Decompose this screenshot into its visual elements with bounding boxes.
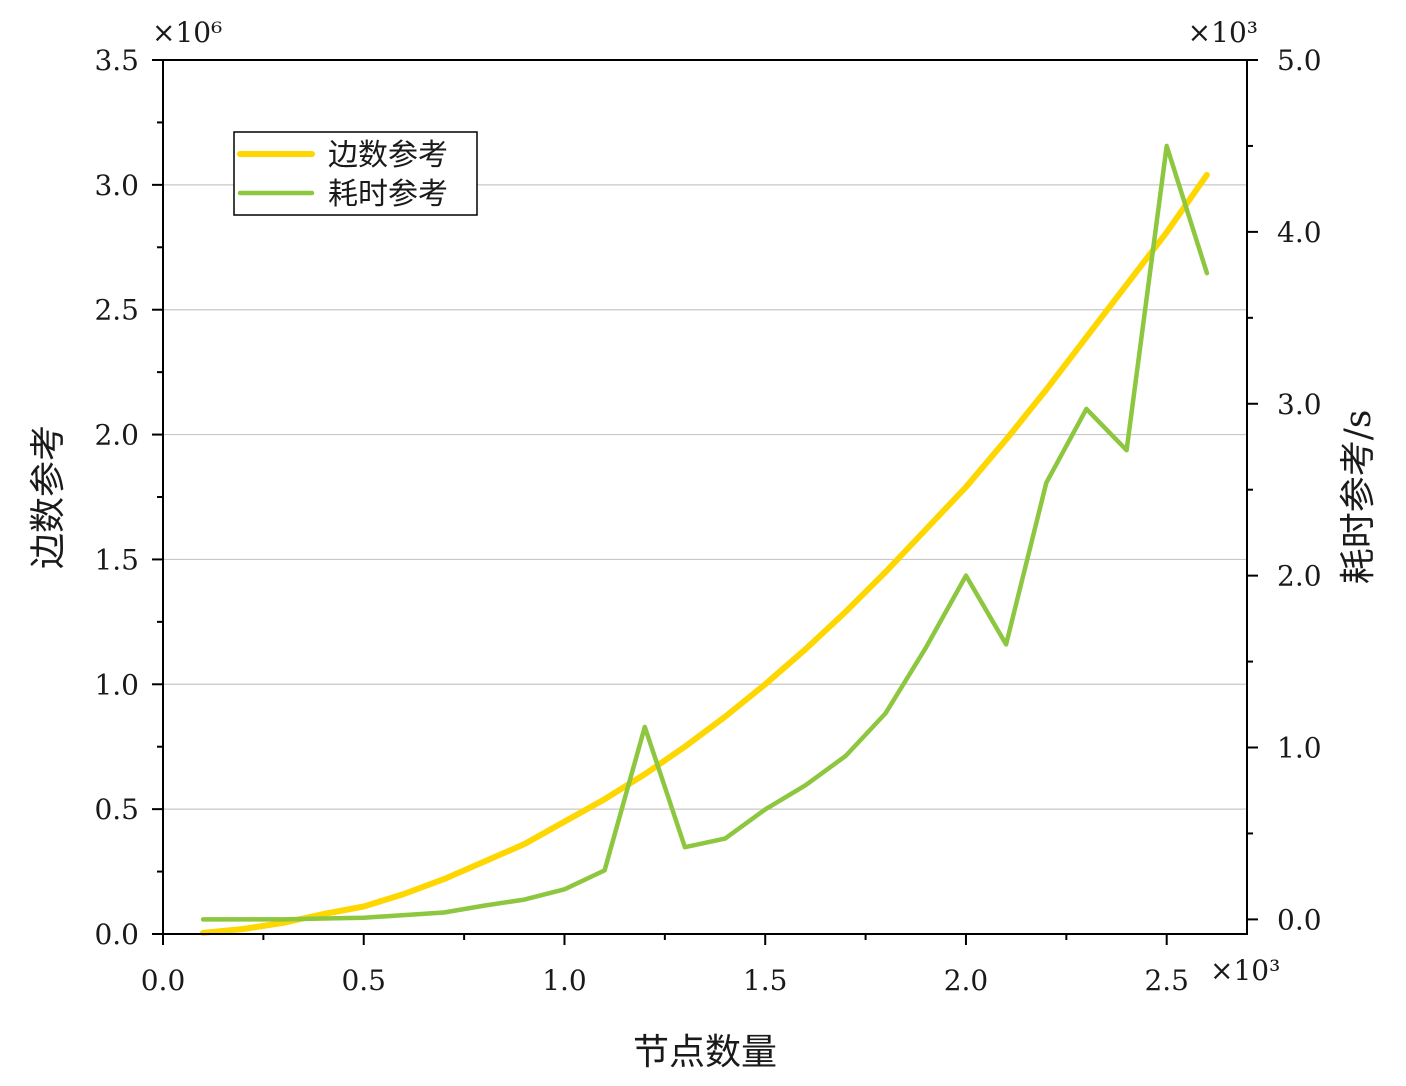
x-tick-label-2: 1.0	[542, 964, 587, 997]
x-tick-label-5: 2.5	[1144, 964, 1189, 997]
y-tick-label-2: 1.0	[94, 668, 139, 701]
y2-tick-label-0: 0.0	[1277, 903, 1322, 936]
legend-label-edges: 边数参考	[328, 138, 448, 173]
y2-tick-label-3: 3.0	[1277, 388, 1322, 421]
y-tick-label-3: 1.5	[94, 543, 139, 576]
series-line-1	[200, 143, 1210, 922]
y-tick-label-4: 2.0	[94, 419, 139, 452]
y2-tick-label-5: 5.0	[1277, 44, 1322, 77]
y-tick-label-7: 3.5	[94, 44, 139, 77]
y-axis-multiplier: ×10⁶	[152, 16, 222, 49]
legend-label-time: 耗时参考	[328, 177, 448, 212]
y2-tick-label-2: 2.0	[1277, 560, 1322, 593]
y2-tick-label-4: 4.0	[1277, 216, 1322, 249]
x-tick-label-4: 2.0	[944, 964, 989, 997]
y-tick-label-6: 3.0	[94, 169, 139, 202]
x-tick-label-1: 0.5	[341, 964, 386, 997]
legend: 边数参考 耗时参考	[233, 131, 478, 216]
legend-box	[233, 131, 478, 216]
y2-axis-title: 耗时参考/s	[1338, 410, 1379, 585]
gridlines	[163, 184, 1247, 810]
x-tick-label-3: 1.5	[743, 964, 788, 997]
series-layer	[200, 143, 1210, 936]
x-tick-label-0: 0.0	[141, 964, 186, 997]
tick-layer: 0.0 0.5 1.0 1.5 2.0 2.5 0.0 0.5 1.0 1.5 2.0 2.5 3.0 3…	[94, 44, 1321, 997]
y-tick-label-5: 2.5	[94, 294, 139, 327]
series-line-0	[200, 171, 1210, 936]
y2-axis-multiplier: ×10³	[1188, 16, 1258, 49]
x-axis-title: 节点数量	[633, 1032, 777, 1073]
y2-tick-label-1: 1.0	[1277, 732, 1322, 765]
y-tick-label-0: 0.0	[94, 918, 139, 951]
y-axis-title: 边数参考	[28, 425, 69, 569]
x-axis-multiplier: ×10³	[1210, 954, 1280, 987]
y-tick-label-1: 0.5	[94, 793, 139, 826]
